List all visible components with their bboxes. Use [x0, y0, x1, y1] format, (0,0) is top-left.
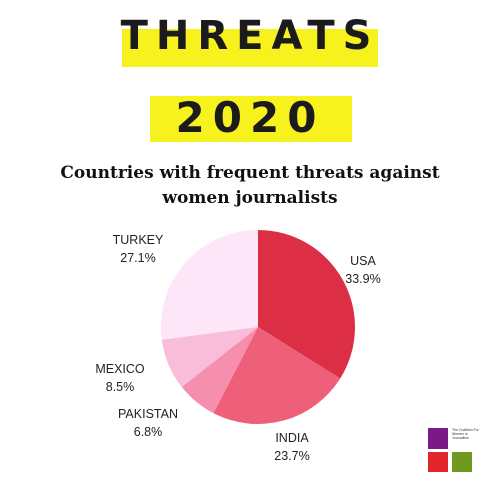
logo-square-red [428, 452, 448, 472]
title-highlight-bottom [150, 96, 352, 142]
slice-label-usa: USA 33.9% [338, 252, 388, 288]
slice-value-india: 23.7% [274, 449, 310, 463]
slice-name-usa: USA [350, 254, 376, 268]
logo-square-green [452, 452, 472, 472]
slice-label-india: INDIA 23.7% [262, 429, 322, 465]
pie-slice-usa [258, 230, 355, 379]
slice-value-turkey: 27.1% [120, 251, 156, 265]
title-highlight-top [122, 29, 378, 67]
slice-value-pakistan: 6.8% [133, 425, 163, 439]
pie-slice-india [213, 327, 341, 424]
title-threats: THREATS [120, 13, 380, 59]
logo-text: The Coalition For Women in Journalism [452, 428, 479, 440]
title-year: 2020 [175, 93, 325, 142]
pie-slice-mexico [161, 327, 258, 387]
slice-label-turkey: TURKEY 27.1% [106, 231, 170, 267]
slice-name-pakistan: PAKISTAN [118, 407, 178, 421]
slice-label-pakistan: PAKISTAN 6.8% [108, 405, 188, 441]
slice-name-india: INDIA [275, 431, 309, 445]
pie-slice-turkey [160, 230, 258, 340]
slice-value-mexico: 8.5% [105, 380, 135, 394]
logo-square-purple [428, 428, 448, 449]
slice-name-mexico: MEXICO [95, 362, 145, 376]
slice-value-usa: 33.9% [345, 272, 381, 286]
slice-name-turkey: TURKEY [112, 233, 164, 247]
chart-subtitle-line1: Countries with frequent threats against [60, 163, 440, 183]
chart-subtitle-line2: women journalists [162, 188, 338, 208]
slice-label-mexico: MEXICO 8.5% [87, 360, 153, 396]
pie-slice-pakistan [181, 327, 258, 414]
